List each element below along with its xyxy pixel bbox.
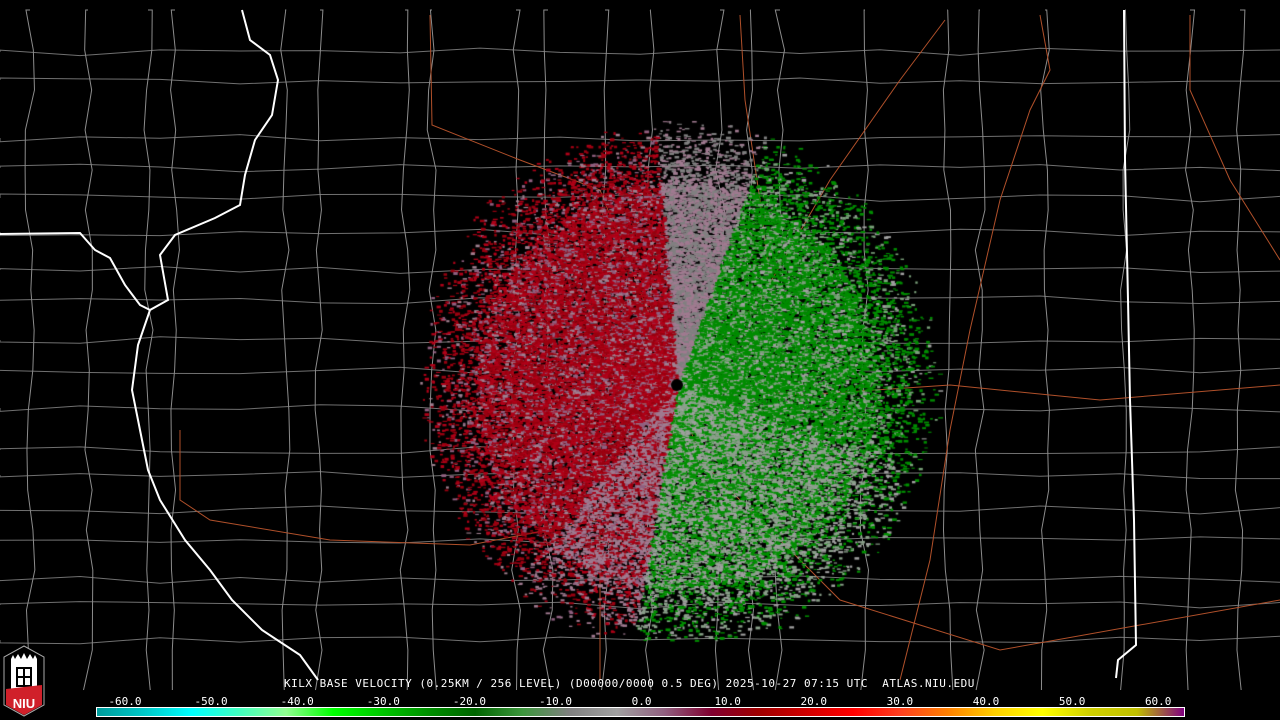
product-caption: KILX BASE VELOCITY (0.25KM / 256 LEVEL) … [284,677,975,690]
colorbar-tick-label: 50.0 [1058,695,1086,708]
colorbar-tick-label: 60.0 [1144,695,1172,708]
colorbar-tick-label: -10.0 [538,695,573,708]
colorbar-tick-label: 0.0 [631,695,652,708]
colorbar-tick-label: 10.0 [714,695,741,708]
colorbar-tick-label: -20.0 [452,695,486,708]
colorbar-tick-label: -30.0 [366,695,400,708]
colorbar-tick-label: -50.0 [194,695,228,708]
colorbar-tick-label: 40.0 [972,695,1000,708]
colorbar-tick-label: -40.0 [280,695,314,708]
niu-logo-icon: NIU [3,645,45,717]
colorbar-tick-label: -60.0 [108,695,142,708]
colorbar-tick-label: 30.0 [886,695,914,708]
logo-text: NIU [13,696,35,711]
velocity-colorbar [96,707,1185,717]
colorbar-tick-label: 20.0 [800,695,828,708]
